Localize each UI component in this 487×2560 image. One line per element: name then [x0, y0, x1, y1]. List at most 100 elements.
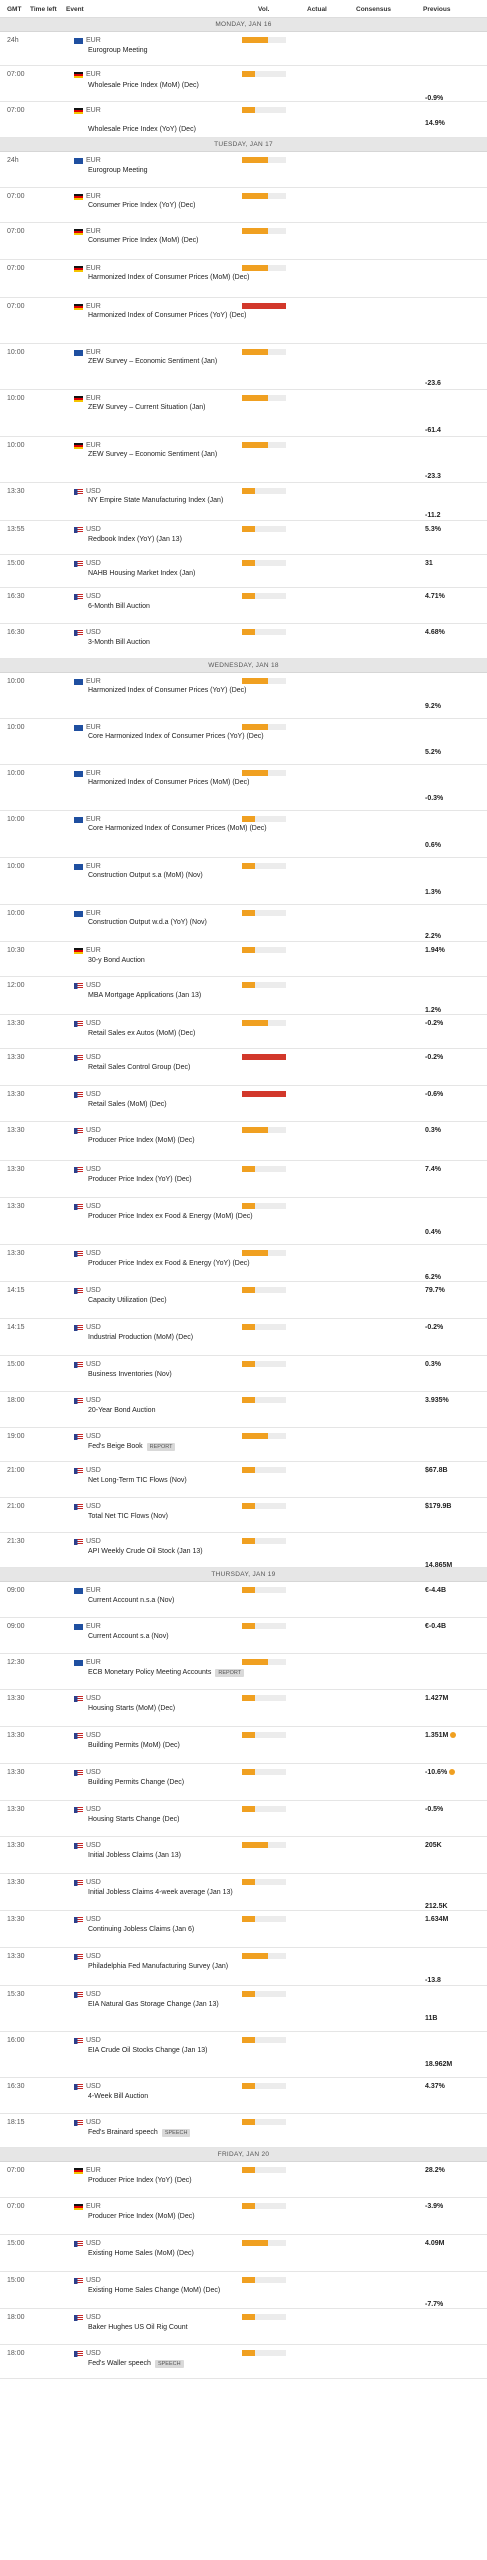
event-row[interactable]: 07:00 EUR Producer Price Index (MoM) (Dec)… [0, 2198, 487, 2235]
event-name[interactable]: Existing Home Sales (MoM) (Dec) [88, 2250, 194, 2257]
event-row[interactable]: 13:30 USD Philadelphia Fed Manufacturing S… [0, 1948, 487, 1986]
event-row[interactable]: 19:00 USD Fed's Beige Book REPORT [0, 1428, 487, 1462]
event-name[interactable]: ZEW Survey – Economic Sentiment (Jan) [88, 451, 217, 458]
event-name[interactable]: Redbook Index (YoY) (Jan 13) [88, 536, 182, 543]
event-row[interactable]: 13:30 USD Continuing Jobless Claims (Jan 6… [0, 1911, 487, 1948]
event-row[interactable]: 16:30 USD 4-Week Bill Auction 4.37% [0, 2078, 487, 2114]
event-name[interactable]: ZEW Survey – Current Situation (Jan) [88, 404, 206, 411]
event-name[interactable]: ECB Monetary Policy Meeting Accounts REPO… [88, 1669, 245, 1677]
event-name[interactable]: Retail Sales ex Autos (MoM) (Dec) [88, 1030, 195, 1037]
event-row[interactable]: 10:00 EUR ZEW Survey – Current Situation (… [0, 390, 487, 437]
event-row[interactable]: 10:00 EUR Construction Output s.a (MoM) (N… [0, 858, 487, 905]
event-name[interactable]: 20-Year Bond Auction [88, 1407, 155, 1414]
event-name[interactable]: Net Long-Term TIC Flows (Nov) [88, 1477, 187, 1484]
event-name[interactable]: Baker Hughes US Oil Rig Count [88, 2324, 188, 2331]
event-row[interactable]: 15:30 USD EIA Natural Gas Storage Change (… [0, 1986, 487, 2032]
event-name[interactable]: Consumer Price Index (MoM) (Dec) [88, 237, 198, 244]
event-row[interactable]: 18:00 USD Baker Hughes US Oil Rig Count [0, 2309, 487, 2345]
event-name[interactable]: 30-y Bond Auction [88, 957, 145, 964]
event-name[interactable]: Retail Sales (MoM) (Dec) [88, 1101, 167, 1108]
event-name[interactable]: Initial Jobless Claims (Jan 13) [88, 1852, 181, 1859]
event-row[interactable]: 14:15 USD Capacity Utilization (Dec) 79.7% [0, 1282, 487, 1319]
event-row[interactable]: 13:30 USD Producer Price Index ex Food & E… [0, 1198, 487, 1245]
event-name[interactable]: Harmonized Index of Consumer Prices (MoM… [88, 779, 249, 786]
event-name[interactable]: Existing Home Sales Change (MoM) (Dec) [88, 2287, 220, 2294]
event-name[interactable]: Housing Starts Change (Dec) [88, 1816, 179, 1823]
event-row[interactable]: 09:00 EUR Current Account s.a (Nov) €-0.4B [0, 1618, 487, 1654]
event-row[interactable]: 16:30 USD 3-Month Bill Auction 4.68% [0, 624, 487, 659]
event-row[interactable]: 13:30 USD Initial Jobless Claims (Jan 13) 2… [0, 1837, 487, 1874]
event-row[interactable]: 18:15 USD Fed's Brainard speech SPEECH [0, 2114, 487, 2148]
event-row[interactable]: 09:00 EUR Current Account n.s.a (Nov) €-4.4… [0, 1582, 487, 1618]
event-row[interactable]: 10:00 EUR ZEW Survey – Economic Sentiment … [0, 344, 487, 390]
event-row[interactable]: 16:30 USD 6-Month Bill Auction 4.71% [0, 588, 487, 624]
event-name[interactable]: Building Permits (MoM) (Dec) [88, 1742, 180, 1749]
event-row[interactable]: 13:30 USD Producer Price Index ex Food & E… [0, 1245, 487, 1282]
event-row[interactable]: 10:00 EUR Harmonized Index of Consumer Pri… [0, 765, 487, 811]
event-name[interactable]: Producer Price Index ex Food & Energy (Y… [88, 1260, 250, 1267]
event-row[interactable]: 07:00 EUR Harmonized Index of Consumer Pri… [0, 260, 487, 298]
event-name[interactable]: 3-Month Bill Auction [88, 639, 150, 646]
event-row[interactable]: 12:00 USD MBA Mortgage Applications (Jan 1… [0, 977, 487, 1015]
event-name[interactable]: Core Harmonized Index of Consumer Prices… [88, 733, 264, 740]
event-name[interactable]: ZEW Survey – Economic Sentiment (Jan) [88, 358, 217, 365]
event-row[interactable]: 07:00 EUR Consumer Price Index (MoM) (Dec) [0, 223, 487, 260]
event-name[interactable]: Initial Jobless Claims 4-week average (J… [88, 1889, 233, 1896]
event-name[interactable]: Capacity Utilization (Dec) [88, 1297, 167, 1304]
event-row[interactable]: 15:00 USD Existing Home Sales Change (MoM)… [0, 2272, 487, 2309]
event-row[interactable]: 21:00 USD Total Net TIC Flows (Nov) $179.9B [0, 1498, 487, 1533]
event-name[interactable]: Business Inventories (Nov) [88, 1371, 172, 1378]
event-name[interactable]: NAHB Housing Market Index (Jan) [88, 570, 195, 577]
event-name[interactable]: Current Account s.a (Nov) [88, 1633, 169, 1640]
event-row[interactable]: 24h EUR Eurogroup Meeting [0, 152, 487, 188]
event-row[interactable]: 10:00 EUR Construction Output w.d.a (YoY) … [0, 905, 487, 942]
event-name[interactable]: Producer Price Index (MoM) (Dec) [88, 2213, 195, 2220]
event-row[interactable]: 07:00 EUR Wholesale Price Index (YoY) (Dec… [0, 102, 487, 138]
event-row[interactable]: 13:30 USD Producer Price Index (YoY) (Dec)… [0, 1161, 487, 1198]
event-row[interactable]: 10:30 EUR 30-y Bond Auction 1.94% [0, 942, 487, 977]
event-name[interactable]: Current Account n.s.a (Nov) [88, 1597, 174, 1604]
event-row[interactable]: 13:30 USD NY Empire State Manufacturing In… [0, 483, 487, 521]
event-name[interactable]: 4-Week Bill Auction [88, 2093, 148, 2100]
event-row[interactable]: 13:30 USD Housing Starts (MoM) (Dec) 1.427M [0, 1690, 487, 1727]
event-name[interactable]: Core Harmonized Index of Consumer Prices… [88, 825, 267, 832]
event-row[interactable]: 15:00 USD Existing Home Sales (MoM) (Dec) 4… [0, 2235, 487, 2272]
event-row[interactable]: 15:00 USD Business Inventories (Nov) 0.3% [0, 1356, 487, 1392]
event-row[interactable]: 13:30 USD Retail Sales Control Group (Dec)… [0, 1049, 487, 1086]
event-row[interactable]: 13:30 USD Housing Starts Change (Dec) -0.5% [0, 1801, 487, 1837]
event-name[interactable]: Fed's Beige Book REPORT [88, 1443, 176, 1451]
event-row[interactable]: 10:00 EUR ZEW Survey – Economic Sentiment … [0, 437, 487, 483]
event-name[interactable]: 6-Month Bill Auction [88, 603, 150, 610]
event-name[interactable]: API Weekly Crude Oil Stock (Jan 13) [88, 1548, 203, 1555]
event-row[interactable]: 15:00 USD NAHB Housing Market Index (Jan) 3… [0, 555, 487, 588]
event-name[interactable]: Total Net TIC Flows (Nov) [88, 1513, 168, 1520]
event-row[interactable]: 07:00 EUR Consumer Price Index (YoY) (Dec) [0, 188, 487, 223]
event-name[interactable]: Harmonized Index of Consumer Prices (YoY… [88, 312, 246, 319]
event-row[interactable]: 13:30 USD Retail Sales ex Autos (MoM) (Dec… [0, 1015, 487, 1049]
event-name[interactable]: Fed's Waller speech SPEECH [88, 2360, 184, 2368]
event-name[interactable]: Construction Output w.d.a (YoY) (Nov) [88, 919, 207, 926]
event-name[interactable]: Industrial Production (MoM) (Dec) [88, 1334, 193, 1341]
event-row[interactable]: 21:30 USD API Weekly Crude Oil Stock (Jan … [0, 1533, 487, 1569]
event-row[interactable]: 07:00 EUR Wholesale Price Index (MoM) (Dec… [0, 66, 487, 102]
event-row[interactable]: 18:00 USD Fed's Waller speech SPEECH [0, 2345, 487, 2379]
event-row[interactable]: 13:30 USD Initial Jobless Claims 4-week av… [0, 1874, 487, 1911]
event-name[interactable]: Producer Price Index ex Food & Energy (M… [88, 1213, 253, 1220]
event-row[interactable]: 18:00 USD 20-Year Bond Auction 3.935% [0, 1392, 487, 1428]
event-row[interactable]: 13:30 USD Retail Sales (MoM) (Dec) -0.6% [0, 1086, 487, 1122]
event-name[interactable]: Harmonized Index of Consumer Prices (YoY… [88, 687, 246, 694]
event-name[interactable]: Construction Output s.a (MoM) (Nov) [88, 872, 203, 879]
event-row[interactable]: 07:00 EUR Producer Price Index (YoY) (Dec)… [0, 2162, 487, 2198]
event-row[interactable]: 10:00 EUR Core Harmonized Index of Consume… [0, 719, 487, 765]
event-name[interactable]: Building Permits Change (Dec) [88, 1779, 184, 1786]
event-row[interactable]: 10:00 EUR Core Harmonized Index of Consume… [0, 811, 487, 858]
event-row[interactable]: 12:30 EUR ECB Monetary Policy Meeting Acco… [0, 1654, 487, 1690]
event-row[interactable]: 13:30 USD Producer Price Index (MoM) (Dec)… [0, 1122, 487, 1161]
event-name[interactable]: Eurogroup Meeting [88, 167, 148, 174]
event-row[interactable]: 16:00 USD EIA Crude Oil Stocks Change (Jan… [0, 2032, 487, 2078]
event-row[interactable]: 13:55 USD Redbook Index (YoY) (Jan 13) 5.3% [0, 521, 487, 555]
event-name[interactable]: Producer Price Index (MoM) (Dec) [88, 1137, 195, 1144]
event-row[interactable]: 24h EUR Eurogroup Meeting [0, 32, 487, 66]
event-name[interactable]: Producer Price Index (YoY) (Dec) [88, 2177, 192, 2184]
event-name[interactable]: NY Empire State Manufacturing Index (Jan… [88, 497, 223, 504]
